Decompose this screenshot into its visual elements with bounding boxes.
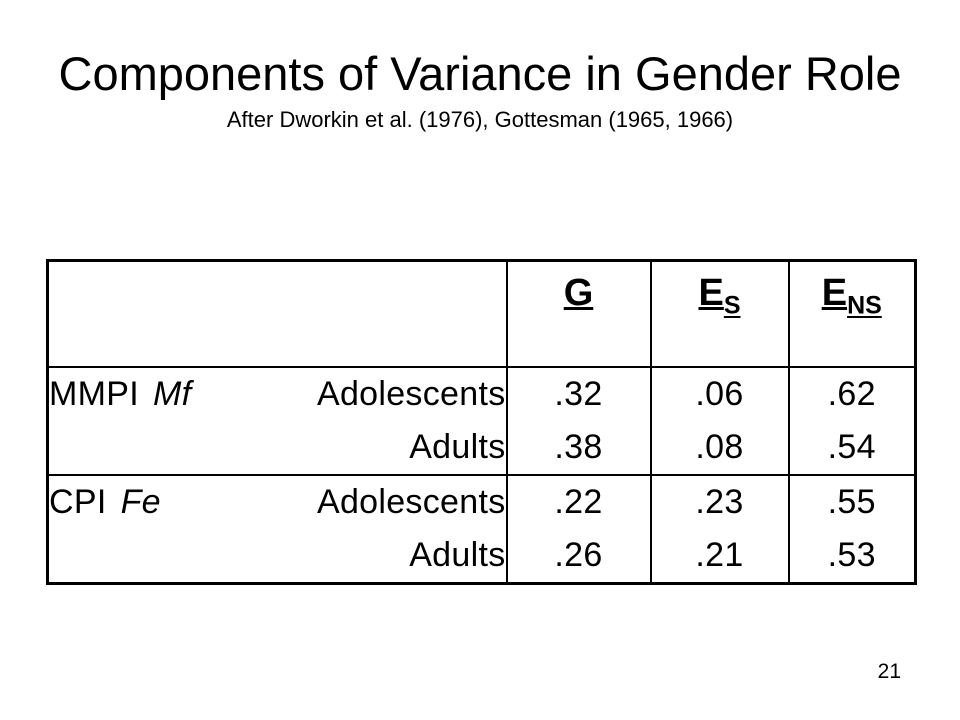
measure-label: CPI (49, 483, 107, 521)
row-line-adolescents: CPI Fe Adolescents (49, 477, 506, 529)
value: .06 (695, 375, 744, 413)
value-cell-mmpi-ens: .62 .54 (787, 366, 917, 476)
value-cell-cpi-g: .22 .26 (505, 474, 652, 585)
table-row-cpi: CPI Fe Adolescents Adults .22 .26 .23 .2… (46, 474, 917, 585)
value-cell-mmpi-g: .32 .38 (505, 366, 652, 476)
value: .54 (827, 428, 876, 466)
value: .53 (827, 536, 876, 574)
cohort-label: Adults (409, 428, 506, 466)
row-label-cpi: CPI Fe Adolescents Adults (46, 474, 508, 585)
value: .22 (554, 483, 603, 521)
row-label-mmpi: MMPI Mf Adolescents Adults (46, 366, 508, 476)
row-line-adults: Adults (50, 421, 506, 473)
value: .32 (554, 375, 603, 413)
value-cell-cpi-ens: .55 .53 (787, 474, 917, 585)
header-es-label: E (698, 272, 724, 314)
measure-scale: Fe (120, 483, 161, 521)
header-empty-cell (46, 259, 508, 368)
header-ens-label: E (821, 272, 848, 314)
measure-scale: Mf (152, 375, 192, 413)
cohort-label: Adults (409, 536, 506, 574)
measure-name: MMPI Mf (49, 375, 192, 414)
measure-label: MMPI (49, 375, 139, 413)
variance-table: G ES ENS MMPI Mf Adolescents Adults .32 (46, 259, 917, 585)
cohort-label: Adolescents (316, 483, 506, 521)
value: .08 (695, 428, 744, 466)
table-header-row: G ES ENS (46, 259, 917, 368)
value: .38 (554, 428, 603, 466)
header-g-label: G (563, 272, 594, 314)
slide-title: Components of Variance in Gender Role (58, 47, 902, 100)
measure-name: CPI Fe (49, 483, 161, 522)
header-es-subscript: S (723, 291, 741, 320)
row-line-adolescents: MMPI Mf Adolescents (49, 369, 506, 421)
row-line-adults: Adults (50, 529, 506, 582)
column-header-es: ES (649, 259, 790, 368)
value-cell-mmpi-es: .06 .08 (649, 366, 790, 476)
slide-subtitle: After Dworkin et al. (1976), Gottesman (… (226, 107, 734, 132)
header-ens-subscript: NS (847, 291, 882, 320)
column-header-ens: ENS (787, 259, 917, 368)
value: .62 (827, 375, 876, 413)
page-number: 21 (877, 660, 901, 683)
cohort-label: Adolescents (316, 375, 506, 413)
column-header-g: G (505, 259, 652, 368)
value: .21 (695, 536, 744, 574)
value: .23 (695, 483, 744, 521)
table-row-mmpi: MMPI Mf Adolescents Adults .32 .38 .06 .… (46, 366, 917, 476)
value: .26 (554, 536, 603, 574)
value-cell-cpi-es: .23 .21 (649, 474, 790, 585)
value: .55 (827, 483, 876, 521)
